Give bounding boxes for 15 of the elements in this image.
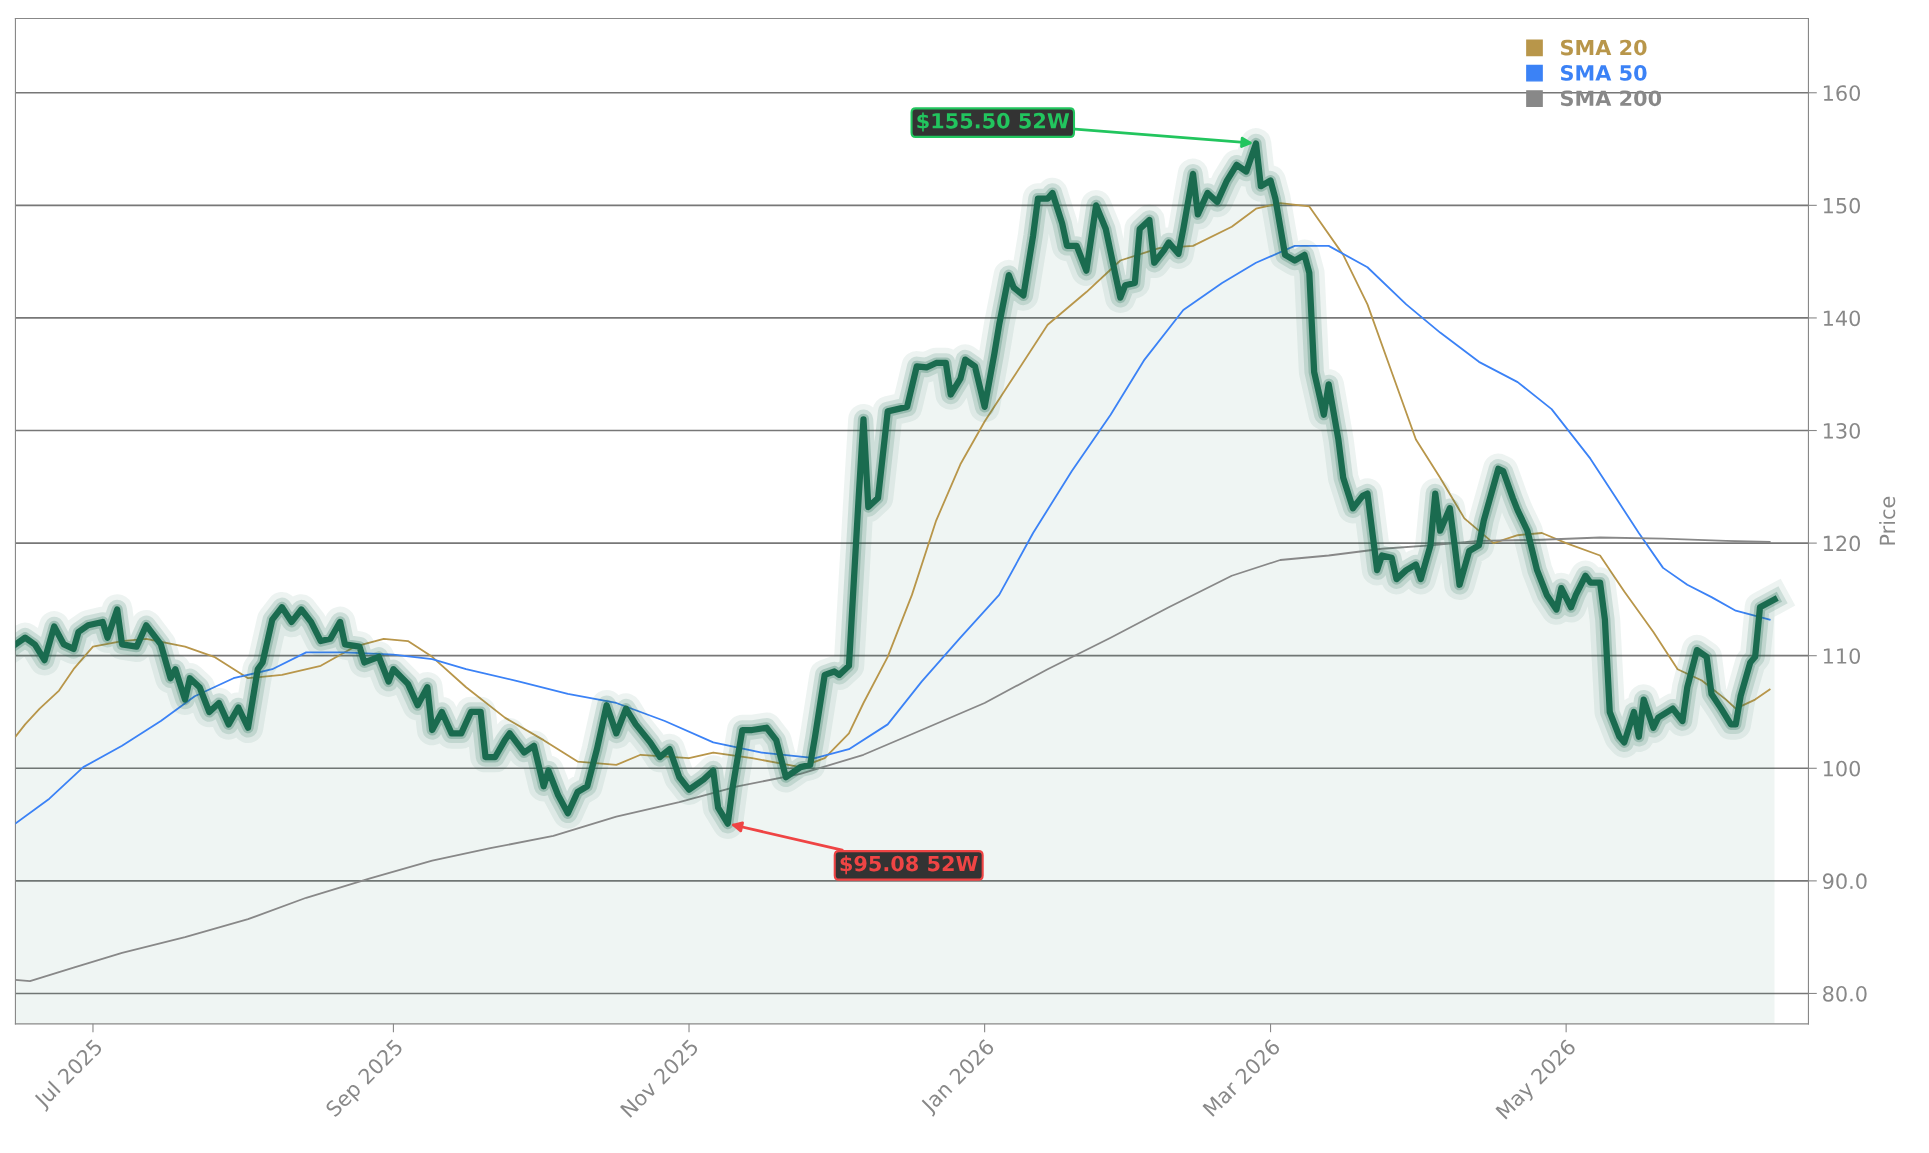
legend-label: SMA 200 <box>1560 90 1662 107</box>
y-tick-label: 130 <box>1823 422 1861 439</box>
annotation: $155.50 52W <box>917 112 1070 132</box>
legend-label: SMA 20 <box>1560 39 1647 56</box>
legend-label: SMA 50 <box>1560 65 1647 81</box>
annotation: $95.08 52W <box>840 855 978 875</box>
y-tick-label: 90.0 <box>1822 873 1867 890</box>
y-tick-label: 100 <box>1823 760 1861 777</box>
y-tick-label: 120 <box>1823 535 1861 552</box>
y-tick-label: 110 <box>1823 648 1861 664</box>
y-tick-label: 80.0 <box>1823 985 1867 1002</box>
y-tick-label: 160 <box>1823 85 1861 101</box>
y-tick-label: 140 <box>1823 310 1861 327</box>
y-axis-title: Price <box>1879 496 1896 545</box>
y-tick-label: 150 <box>1823 197 1861 214</box>
